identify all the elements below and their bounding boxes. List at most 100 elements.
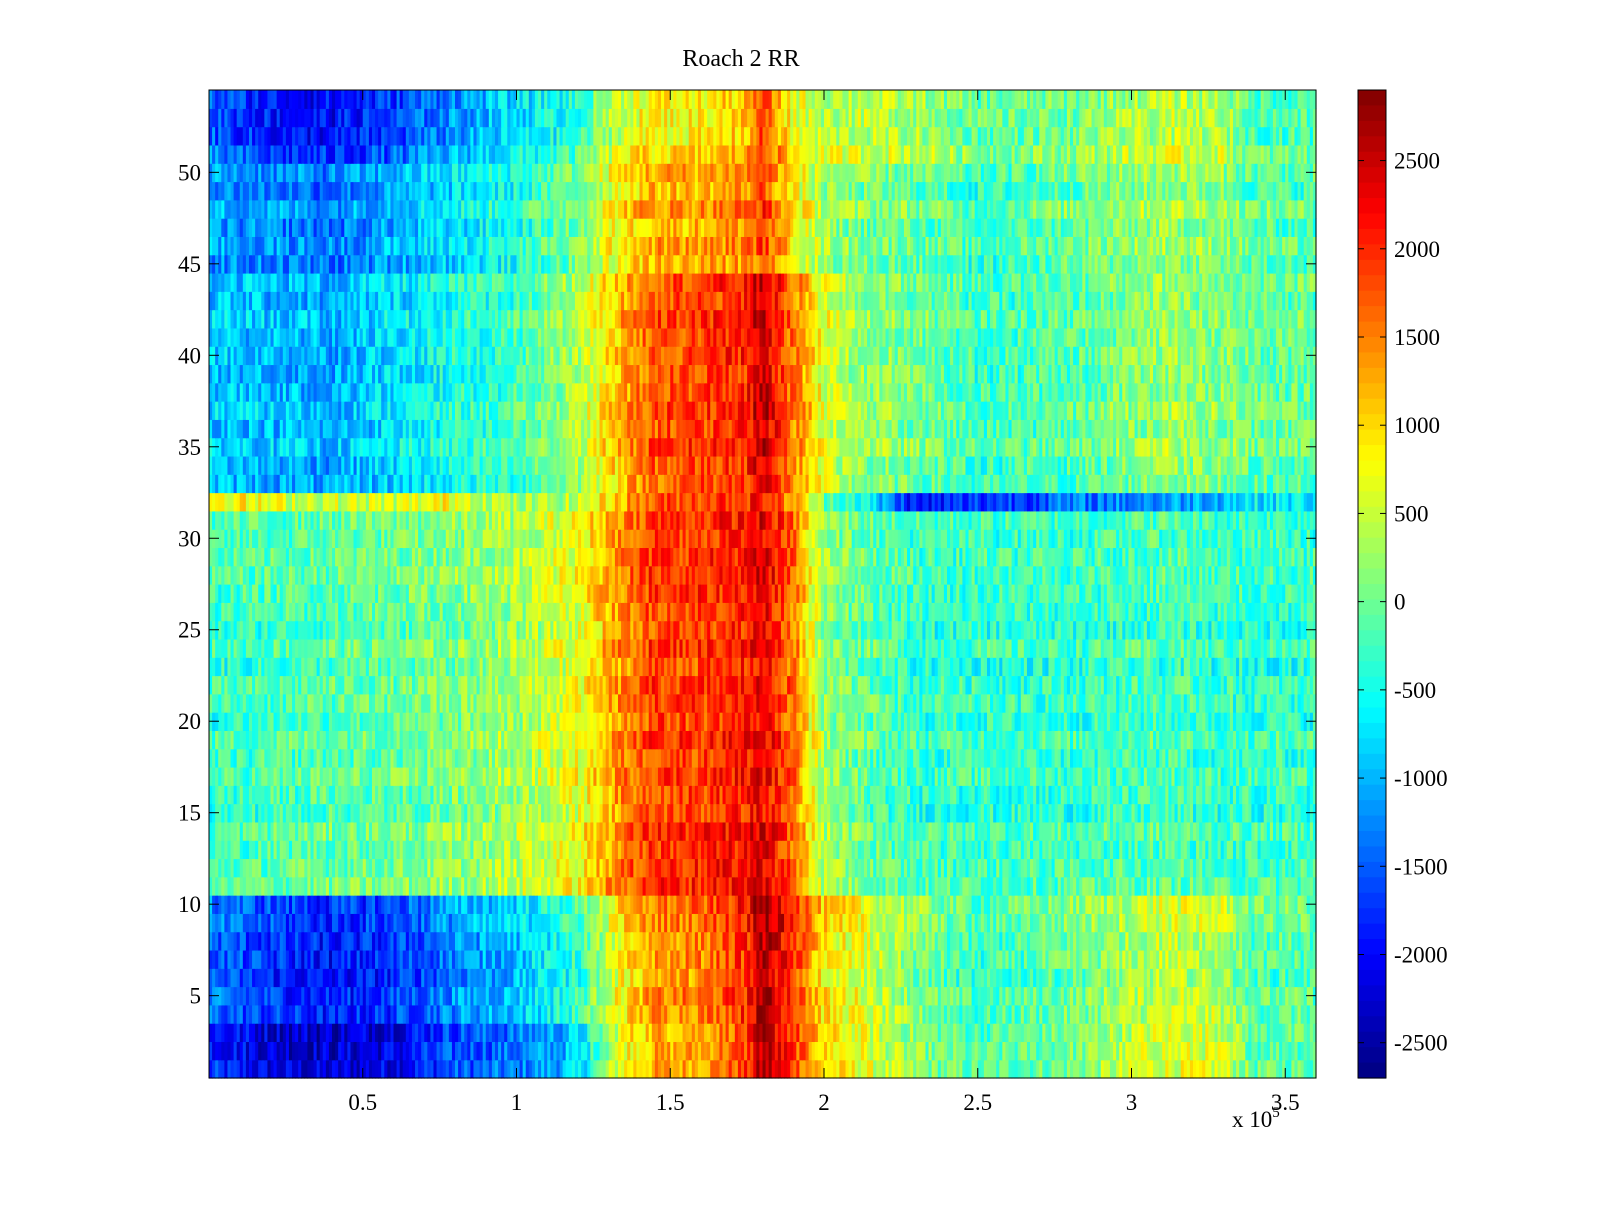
heatmap-cell — [824, 1004, 828, 1024]
heatmap-cell — [1297, 1023, 1302, 1043]
heatmap-cell — [1134, 986, 1139, 1006]
heatmap-cell — [1143, 1041, 1148, 1061]
heatmap-cell — [501, 986, 505, 1006]
heatmap-cell — [1156, 1023, 1160, 1043]
heatmap-cell — [356, 1004, 361, 1024]
heatmap-cell — [1245, 1023, 1249, 1043]
heatmap-cell — [762, 1004, 767, 1024]
heatmap-cell — [1128, 1004, 1133, 1024]
heatmap-cell — [261, 1004, 265, 1024]
heatmap-cell — [322, 986, 327, 1006]
heatmap-cell — [1223, 1059, 1228, 1079]
heatmap-cell — [584, 986, 588, 1006]
heatmap-cell — [617, 986, 622, 1006]
heatmap-cell — [986, 1023, 991, 1043]
heatmap-cell — [1168, 1059, 1173, 1079]
heatmap-cell — [556, 1059, 561, 1079]
heatmap-cell — [1199, 1041, 1203, 1061]
heatmap-cell — [1174, 1023, 1179, 1043]
heatmap-cell — [790, 1023, 794, 1043]
heatmap-cell — [1045, 1023, 1050, 1043]
heatmap-cell — [1008, 1004, 1013, 1024]
heatmap-cell — [381, 1004, 385, 1024]
heatmap-cell — [1060, 1059, 1065, 1079]
heatmap-cell — [510, 1059, 515, 1079]
heatmap-cell — [624, 1041, 628, 1061]
heatmap-cell — [882, 1041, 887, 1061]
heatmap-cell — [965, 1059, 970, 1079]
heatmap-cell — [713, 1041, 717, 1061]
heatmap-cell — [534, 1004, 539, 1024]
heatmap-cell — [1266, 1059, 1271, 1079]
heatmap-cell — [1282, 1004, 1286, 1024]
heatmap-cell — [1079, 1004, 1083, 1024]
heatmap-cell — [538, 986, 542, 1006]
heatmap-cell — [387, 1041, 392, 1061]
heatmap-cell — [811, 1023, 816, 1043]
heatmap-cell — [341, 1004, 345, 1024]
heatmap-cell — [654, 1059, 659, 1079]
heatmap-cell — [971, 1059, 976, 1079]
heatmap-cell — [1223, 1041, 1228, 1061]
heatmap-cell — [212, 1023, 216, 1043]
heatmap-cell — [285, 1023, 290, 1043]
heatmap-cell — [421, 1041, 425, 1061]
heatmap-cell — [230, 986, 235, 1006]
heatmap-cell — [1153, 986, 1157, 1006]
heatmap-cell — [913, 1004, 917, 1024]
heatmap-cell — [276, 986, 281, 1006]
heatmap-cell — [559, 1041, 564, 1061]
heatmap-cell — [371, 1004, 376, 1024]
heatmap-cell — [796, 1004, 801, 1024]
heatmap-cell — [1060, 986, 1065, 1006]
heatmap-cell — [1011, 1004, 1016, 1024]
heatmap-cell — [473, 1059, 478, 1079]
heatmap-cell — [442, 1059, 447, 1079]
heatmap-cell — [811, 1041, 816, 1061]
heatmap-cell — [993, 1059, 997, 1079]
heatmap-cell — [479, 1041, 484, 1061]
heatmap-cell — [491, 1041, 496, 1061]
heatmap-cell — [445, 1059, 450, 1079]
heatmap-cell — [513, 1004, 518, 1024]
heatmap-cell — [986, 1041, 991, 1061]
heatmap-cell — [245, 1023, 250, 1043]
heatmap-cell — [531, 986, 536, 1006]
heatmap-cell — [411, 1059, 416, 1079]
heatmap-cell — [325, 1023, 330, 1043]
heatmap-cell — [633, 1059, 638, 1079]
heatmap-cell — [519, 1023, 524, 1043]
heatmap-cell — [1116, 1059, 1120, 1079]
heatmap-cell — [934, 1023, 939, 1043]
heatmap-cell — [937, 1004, 942, 1024]
heatmap-cell — [891, 1004, 896, 1024]
heatmap-cell — [802, 1041, 807, 1061]
heatmap-cell — [433, 1004, 438, 1024]
heatmap-cell — [777, 1041, 782, 1061]
heatmap-cell — [1232, 1059, 1237, 1079]
heatmap-cell — [553, 1004, 558, 1024]
heatmap-cell — [479, 986, 484, 1006]
heatmap-cell — [1036, 1023, 1040, 1043]
heatmap-cell — [1094, 1041, 1099, 1061]
heatmap-cell — [1159, 1059, 1163, 1079]
heatmap-cell — [310, 1023, 315, 1043]
heatmap-cell — [571, 1004, 576, 1024]
heatmap-cell — [863, 1023, 868, 1043]
heatmap-cell — [375, 986, 379, 1006]
heatmap-cell — [501, 1004, 505, 1024]
heatmap-cell — [879, 1041, 884, 1061]
heatmap-cell — [1122, 986, 1126, 1006]
heatmap-cell — [1214, 1023, 1219, 1043]
heatmap-cell — [292, 1041, 296, 1061]
heatmap-cell — [1039, 1004, 1043, 1024]
heatmap-cell — [667, 1041, 671, 1061]
heatmap-cell — [301, 1004, 305, 1024]
heatmap-cell — [282, 1023, 287, 1043]
heatmap-cell — [845, 1004, 850, 1024]
heatmap-cell — [910, 1041, 914, 1061]
heatmap-cell — [1165, 986, 1170, 1006]
heatmap-cell — [888, 1004, 893, 1024]
heatmap-cell — [1008, 1059, 1013, 1079]
heatmap-cell — [768, 1004, 773, 1024]
